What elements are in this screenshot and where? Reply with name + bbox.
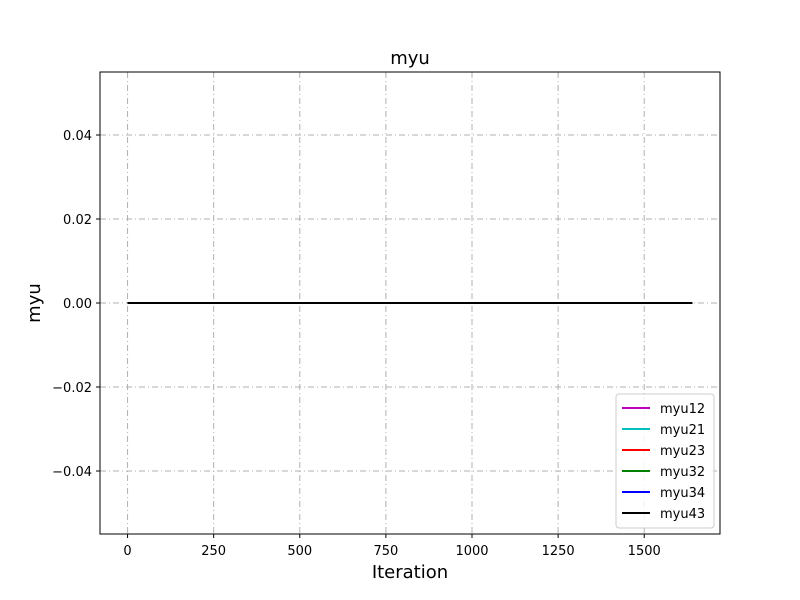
legend-label-myu34: myu34 xyxy=(660,486,705,501)
legend-box xyxy=(615,393,715,529)
y-tick-label: 0.02 xyxy=(63,213,92,228)
y-axis-ticks: −0.04 −0.02 0.00 0.02 0.04 xyxy=(52,129,100,480)
x-tick-label: 500 xyxy=(287,544,312,559)
x-tick-label: 1250 xyxy=(542,544,575,559)
legend-label-myu32: myu32 xyxy=(660,465,705,480)
legend: myu12 myu21 myu23 myu32 myu34 myu43 xyxy=(615,393,715,529)
x-tick-label: 250 xyxy=(201,544,226,559)
legend-label-myu21: myu21 xyxy=(660,423,705,438)
x-axis-ticks: 0 250 500 750 1000 1250 1500 xyxy=(123,534,661,559)
x-tick-label: 1000 xyxy=(455,544,488,559)
chart-title: myu xyxy=(390,48,430,69)
x-tick-label: 750 xyxy=(373,544,398,559)
y-tick-label: 0.04 xyxy=(63,129,92,144)
x-tick-label: 1500 xyxy=(628,544,661,559)
y-tick-label: −0.04 xyxy=(52,465,92,480)
y-tick-label: 0.00 xyxy=(63,297,92,312)
legend-label-myu23: myu23 xyxy=(660,444,705,459)
x-axis-title: Iteration xyxy=(372,562,448,583)
y-tick-label: −0.02 xyxy=(52,381,92,396)
legend-label-myu43: myu43 xyxy=(660,507,705,522)
legend-label-myu12: myu12 xyxy=(660,402,705,417)
x-tick-label: 0 xyxy=(123,544,131,559)
y-axis-title: myu xyxy=(24,283,45,323)
